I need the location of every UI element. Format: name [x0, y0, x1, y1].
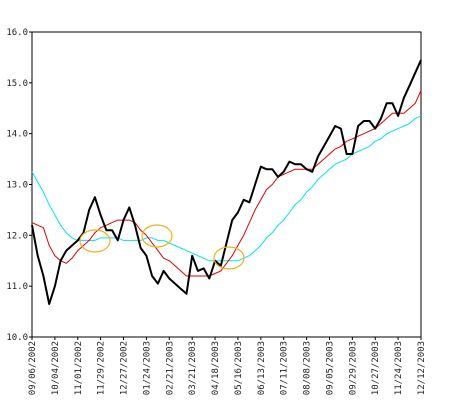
x-tick-label: 03/21/2003	[188, 341, 198, 395]
price-line	[31, 59, 422, 305]
y-tick-label: 10.0	[6, 333, 28, 343]
x-tick-label: 02/21/2003	[165, 341, 175, 395]
x-tick-label: 12/27/2002	[120, 341, 130, 395]
x-tick-label: 10/27/2003	[371, 341, 381, 395]
crossover-highlight	[141, 224, 173, 248]
x-tick-label: 11/24/2003	[394, 341, 404, 395]
crossover-highlight	[79, 229, 111, 253]
price-line	[31, 115, 422, 262]
series-layer	[31, 59, 422, 305]
y-tick-label: 12.0	[6, 231, 28, 241]
x-tick-label: 07/11/2003	[280, 341, 290, 395]
x-tick-label: 08/08/2003	[303, 341, 313, 395]
x-tick-label: 10/04/2002	[51, 341, 61, 395]
x-tick-label: 01/24/2003	[142, 341, 152, 395]
y-tick-label: 15.0	[6, 79, 28, 89]
y-tick-label: 16.0	[6, 28, 28, 38]
crossover-highlight	[213, 246, 245, 270]
x-tick-label: 05/16/2003	[234, 341, 244, 395]
y-tick-label: 11.0	[6, 282, 28, 292]
x-tick-label: 06/13/2003	[257, 341, 267, 395]
y-tick-label: 14.0	[6, 130, 28, 140]
plot-frame	[31, 31, 422, 338]
price-line	[31, 90, 422, 277]
x-tick-label: 11/29/2002	[97, 341, 107, 395]
x-tick-label: 09/29/2003	[348, 341, 358, 395]
x-tick-label: 09/06/2002	[28, 341, 38, 395]
x-tick-label: 11/01/2002	[74, 341, 84, 395]
x-tick-label: 12/12/2003	[417, 341, 427, 395]
x-tick-label: 04/18/2003	[211, 341, 221, 395]
x-tick-label: 09/05/2003	[325, 341, 335, 395]
y-tick-label: 13.0	[6, 181, 28, 191]
